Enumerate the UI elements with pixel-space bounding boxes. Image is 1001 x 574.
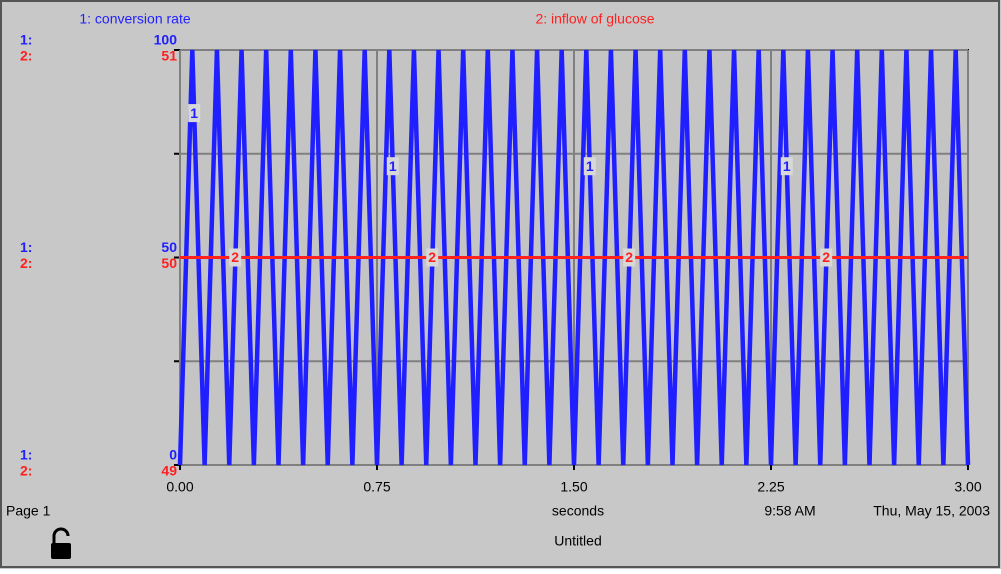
y-tick-label: 100: [154, 32, 178, 48]
series-key-box: [229, 248, 242, 267]
series-key-box: [623, 248, 636, 267]
series-key: 2: [822, 249, 830, 265]
axis-key: 1:: [20, 447, 32, 463]
series-key: 1: [783, 158, 791, 174]
y-tick-label: 0: [169, 447, 177, 463]
series-key: 2: [428, 249, 436, 265]
x-tick-label: 3.00: [954, 479, 981, 495]
series-key: 2: [625, 249, 633, 265]
legend-entry: 2: inflow of glucose: [535, 11, 654, 27]
x-axis-label: seconds: [552, 503, 604, 519]
time-label: 9:58 AM: [764, 503, 815, 519]
axis-key: 1:: [20, 239, 32, 255]
x-tick-label: 2.25: [757, 479, 784, 495]
series-key-box: [820, 248, 833, 267]
lock-icon[interactable]: [51, 527, 71, 559]
x-tick-label: 0.75: [363, 479, 390, 495]
file-label: Untitled: [554, 533, 601, 549]
series-key-box: [188, 104, 201, 123]
series-key: 1: [586, 158, 594, 174]
series-key: 2: [231, 249, 239, 265]
series-key: 1: [389, 158, 397, 174]
page-label: Page 1: [6, 503, 51, 519]
series-key-box: [583, 157, 596, 176]
series-line: [177, 49, 971, 466]
y2-tick-label: 51: [161, 48, 177, 64]
lock-body: [51, 543, 71, 559]
series-key-box: [780, 157, 793, 176]
axis-key: 1:: [20, 32, 32, 48]
y2-tick-label: 50: [161, 255, 177, 271]
axis-key: 2:: [20, 255, 32, 271]
series-key-box: [386, 157, 399, 176]
series-key: 1: [190, 105, 198, 121]
x-tick-label: 0.00: [166, 479, 193, 495]
date-label: Thu, May 15, 2003: [873, 503, 990, 519]
x-tick-label: 1.50: [560, 479, 587, 495]
series-key-box: [426, 248, 439, 267]
axis-key: 2:: [20, 48, 32, 64]
lock-shackle: [52, 527, 70, 544]
y2-tick-label: 49: [161, 463, 177, 479]
y-tick-label: 50: [161, 239, 177, 255]
legend-entry: 1: conversion rate: [79, 11, 190, 27]
axis-key: 2:: [20, 463, 32, 479]
